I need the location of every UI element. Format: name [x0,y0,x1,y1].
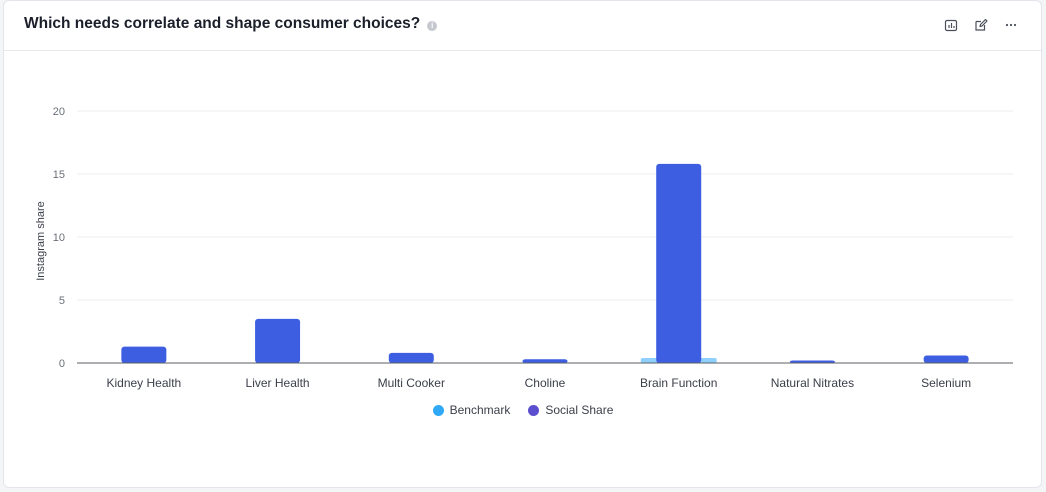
bar-social-share [789,360,835,363]
card-header: Which needs correlate and shape consumer… [4,1,1041,51]
legend-item-social-share[interactable]: Social Share [528,403,613,417]
legend-dot-social-share [528,404,540,416]
y-tick-label: 15 [53,169,65,181]
chart-export-button[interactable] [943,17,959,33]
chart-card: Which needs correlate and shape consumer… [3,0,1042,488]
legend-label-social-share: Social Share [545,403,614,417]
x-tick-label: Choline [525,376,566,390]
x-tick-label: Selenium [921,376,971,390]
chart-legend: Benchmark Social Share [0,403,1046,417]
chart-title: Which needs correlate and shape consumer… [24,15,421,32]
bar-social-share [255,318,301,363]
more-icon [1005,23,1017,27]
bar-social-share [388,352,434,363]
y-tick-label: 5 [59,295,65,307]
card-toolbar [943,17,1019,33]
bar-social-share [923,355,969,363]
x-tick-label: Multi Cooker [378,376,445,390]
x-tick-label: Brain Function [640,376,717,390]
legend-label-benchmark: Benchmark [449,403,511,417]
y-axis-title: Instagram share [35,201,47,280]
x-tick-label: Natural Nitrates [771,376,854,390]
info-icon[interactable]: i [427,20,438,31]
edit-icon [975,18,988,31]
bar-social-share [121,346,167,363]
edit-button[interactable] [973,17,989,33]
legend-item-benchmark[interactable]: Benchmark [432,403,511,417]
x-tick-label: Kidney Health [106,376,181,390]
chart-title-row: Which needs correlate and shape consumer… [24,15,438,33]
bar-social-share [656,163,702,363]
x-tick-label: Liver Health [246,376,310,390]
y-tick-label: 10 [53,232,65,244]
bar-social-share [522,359,568,363]
legend-dot-benchmark [432,404,444,416]
more-button[interactable] [1003,17,1019,33]
y-tick-label: 20 [53,106,65,118]
y-tick-label: 0 [59,358,65,370]
chart-export-icon [944,19,958,32]
